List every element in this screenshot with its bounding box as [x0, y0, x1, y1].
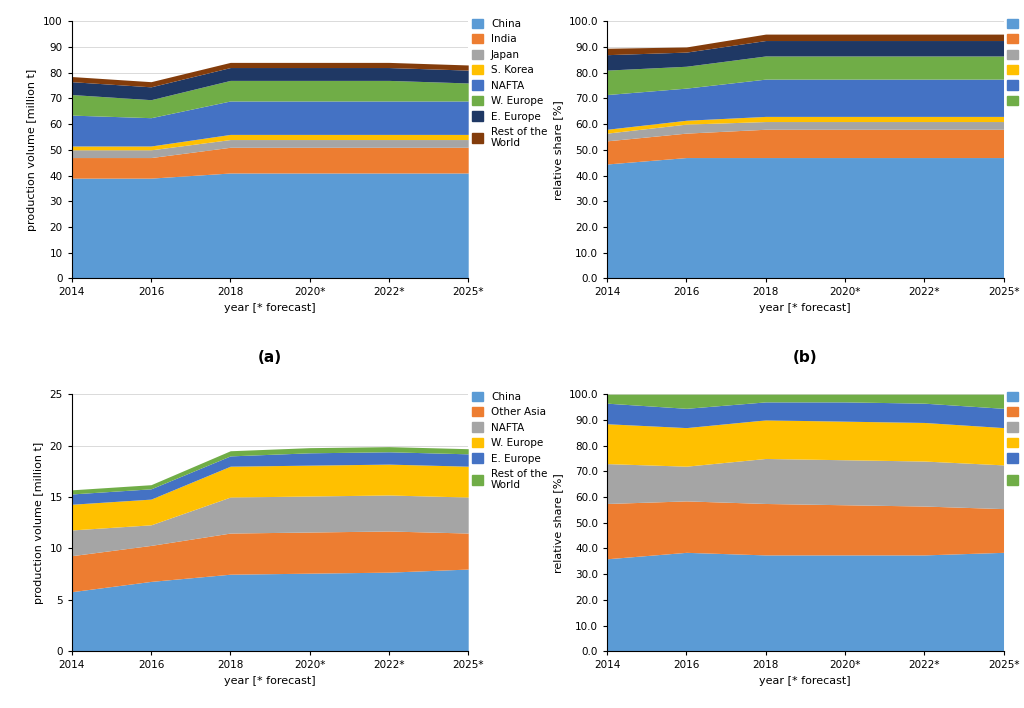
Y-axis label: production volume [million t]: production volume [million t] [34, 442, 44, 604]
X-axis label: year [* forecast]: year [* forecast] [760, 303, 851, 313]
Y-axis label: production volume [million t]: production volume [million t] [28, 69, 38, 231]
Y-axis label: relative share [%]: relative share [%] [553, 473, 563, 573]
Legend: China, Other Asia, NAFTA, W. Europe, E. Europe, Rest of the
World: China, Other Asia, NAFTA, W. Europe, E. … [1008, 392, 1024, 491]
Legend: China, India, Japan, S. Korea, NAFTA, W. Europe: China, India, Japan, S. Korea, NAFTA, W.… [1008, 18, 1024, 106]
X-axis label: year [* forecast]: year [* forecast] [760, 676, 851, 686]
Legend: China, Other Asia, NAFTA, W. Europe, E. Europe, Rest of the
World: China, Other Asia, NAFTA, W. Europe, E. … [472, 392, 547, 491]
Text: (b): (b) [793, 350, 817, 365]
Y-axis label: relative share [%]: relative share [%] [553, 100, 563, 200]
Text: (a): (a) [258, 350, 282, 365]
X-axis label: year [* forecast]: year [* forecast] [224, 303, 315, 313]
Legend: China, India, Japan, S. Korea, NAFTA, W. Europe, E. Europe, Rest of the
World: China, India, Japan, S. Korea, NAFTA, W.… [472, 18, 547, 149]
X-axis label: year [* forecast]: year [* forecast] [224, 676, 315, 686]
